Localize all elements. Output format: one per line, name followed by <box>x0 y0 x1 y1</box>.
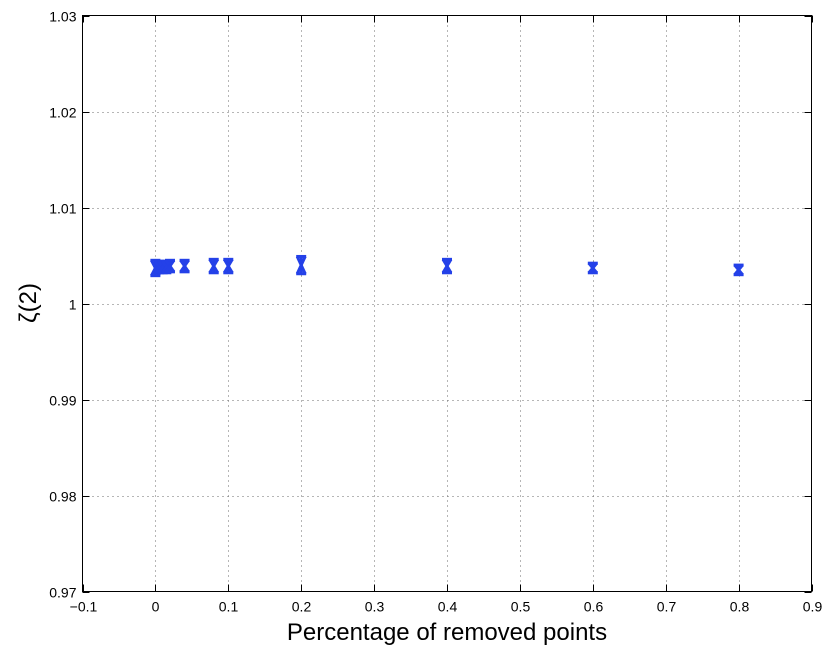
x-tick-label: 0.3 <box>365 599 385 615</box>
x-axis-label: Percentage of removed points <box>287 619 607 646</box>
y-tick-label: 0.99 <box>49 393 76 409</box>
error-bar-point <box>223 257 234 275</box>
axis-ticks <box>82 15 813 593</box>
data-point <box>445 264 449 268</box>
y-tick-labels: 0.97 0.98 0.99 1 1.01 1.02 1.03 <box>49 9 76 601</box>
error-bar-point <box>733 263 744 277</box>
y-axis-label: ζ(2) <box>15 283 42 323</box>
x-tick-label: 0.7 <box>657 599 677 615</box>
error-bar-point <box>164 258 176 274</box>
data-point <box>183 264 187 268</box>
data-point <box>226 264 230 268</box>
error-bar-point <box>295 254 307 276</box>
x-tick-label: 0.1 <box>219 599 239 615</box>
x-tick-label: 0.4 <box>438 599 458 615</box>
y-tick-label: 1 <box>69 297 77 313</box>
error-bar-point <box>587 261 598 275</box>
x-tick-label: 0.9 <box>803 599 823 615</box>
y-tick-label: 1.02 <box>49 105 76 121</box>
y-tick-label: 0.97 <box>49 585 76 601</box>
error-bar-point <box>179 258 190 274</box>
x-tick-label: 0 <box>152 599 160 615</box>
x-tick-label: −0.1 <box>70 599 98 615</box>
data-point <box>299 263 303 267</box>
error-bar-point <box>441 257 453 275</box>
error-bar-point <box>208 257 220 275</box>
data-point <box>737 268 741 272</box>
data-point <box>591 266 595 270</box>
y-tick-label: 1.03 <box>49 9 76 25</box>
x-tick-label: 0.5 <box>511 599 531 615</box>
data-point <box>157 265 161 269</box>
data-point <box>168 264 172 268</box>
y-tick-label: 0.98 <box>49 489 76 505</box>
plot-frame <box>82 15 812 592</box>
x-tick-label: 0.8 <box>730 599 750 615</box>
x-tick-labels: −0.1 0 0.1 0.2 0.3 0.4 0.5 0.6 0.7 0.8 0.9 <box>70 599 823 615</box>
x-tick-label: 0.6 <box>584 599 604 615</box>
y-tick-label: 1.01 <box>49 201 76 217</box>
data-point <box>212 264 216 268</box>
data-points <box>150 254 744 278</box>
grid <box>82 15 812 592</box>
x-tick-label: 0.2 <box>292 599 312 615</box>
data-point <box>161 265 165 269</box>
